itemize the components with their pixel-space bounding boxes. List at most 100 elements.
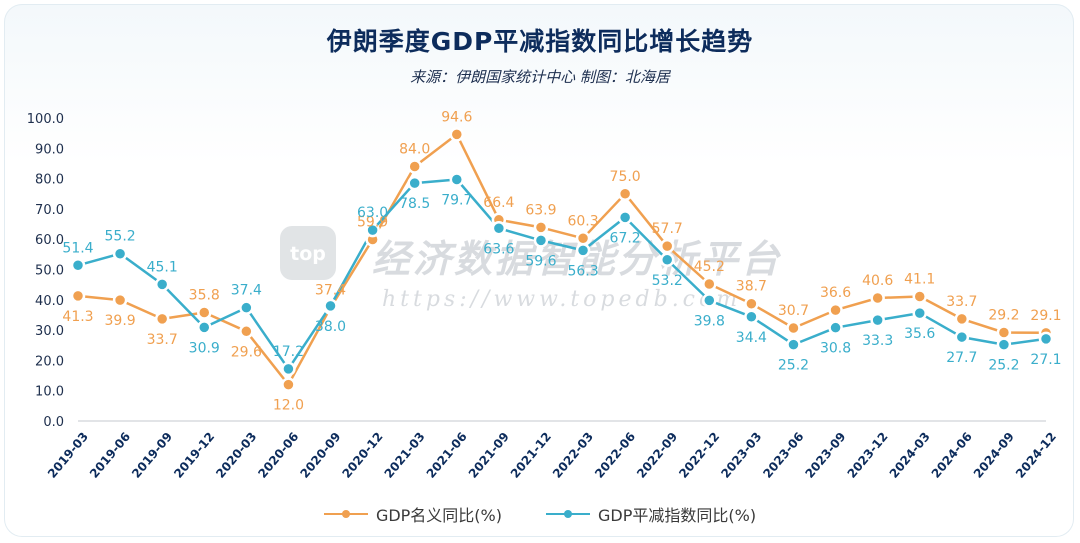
- data-label-0: 35.8: [189, 288, 220, 304]
- watermark-logo-text: top: [290, 243, 326, 265]
- data-label-0: 41.3: [62, 309, 93, 325]
- data-point-1: [533, 233, 549, 248]
- data-label-0: 57.7: [652, 221, 683, 237]
- legend-label-nominal: GDP名义同比(%): [375, 506, 502, 525]
- x-tick-label: 2022-09: [634, 430, 680, 481]
- data-point-0: [828, 302, 843, 318]
- data-label-0: 29.1: [1030, 308, 1061, 324]
- legend-swatch-deflator: [546, 507, 590, 521]
- x-tick-label: 2023-12: [845, 430, 891, 481]
- data-point-0: [996, 325, 1012, 340]
- data-label-0: 94.6: [441, 109, 472, 125]
- data-label-1: 27.7: [946, 350, 977, 366]
- data-point-0: [197, 305, 212, 320]
- data-point-1: [112, 246, 128, 261]
- data-label-1: 33.3: [862, 333, 893, 349]
- data-label-0: 33.7: [946, 294, 977, 310]
- data-point-0: [112, 292, 128, 308]
- data-point-1: [1038, 331, 1054, 347]
- y-tick-label: 30.0: [35, 324, 64, 339]
- data-label-0: 84.0: [399, 141, 430, 157]
- data-label-1: 25.2: [988, 358, 1019, 374]
- data-point-1: [954, 329, 970, 345]
- data-point-0: [912, 289, 927, 304]
- y-tick-label: 90.0: [35, 142, 64, 157]
- watermark-url: https://www.topedb.com: [382, 287, 741, 312]
- data-point-0: [281, 377, 296, 392]
- y-tick-label: 10.0: [35, 385, 64, 400]
- data-point-1: [996, 337, 1012, 352]
- y-tick-label: 40.0: [35, 294, 64, 309]
- x-tick-label: 2022-03: [550, 430, 596, 481]
- x-tick-label: 2023-09: [802, 430, 848, 481]
- data-point-1: [407, 175, 422, 191]
- data-point-0: [659, 238, 675, 254]
- data-point-0: [744, 296, 759, 311]
- data-point-1: [365, 222, 380, 238]
- y-tick-label: 80.0: [35, 173, 64, 188]
- data-point-1: [659, 252, 675, 268]
- x-tick-label: 2024-09: [971, 430, 1017, 481]
- data-label-0: 29.6: [231, 344, 262, 360]
- data-point-0: [617, 186, 633, 201]
- x-tick-label: 2020-06: [255, 430, 301, 481]
- data-label-0: 37.4: [315, 283, 346, 299]
- data-label-1: 67.2: [610, 230, 641, 246]
- x-tick-label: 2024-03: [887, 430, 933, 481]
- data-point-1: [239, 300, 254, 315]
- x-tick-label: 2020-12: [340, 430, 386, 481]
- data-point-1: [491, 221, 507, 236]
- data-label-1: 39.8: [694, 313, 725, 329]
- data-label-0: 59.9: [357, 215, 388, 231]
- data-label-0: 12.0: [273, 398, 304, 414]
- data-point-1: [744, 309, 759, 325]
- data-label-1: 79.7: [441, 193, 472, 209]
- data-label-0: 33.7: [147, 332, 178, 348]
- data-point-1: [323, 298, 338, 314]
- legend-item-deflator[interactable]: GDP平减指数同比(%): [546, 502, 756, 526]
- data-point-0: [870, 290, 885, 306]
- data-label-0: 45.2: [694, 259, 725, 275]
- data-point-0: [786, 320, 801, 336]
- x-tick-label: 2019-03: [45, 430, 91, 481]
- y-tick-label: 0.0: [43, 415, 64, 430]
- data-label-0: 38.7: [736, 279, 767, 295]
- data-label-1: 56.3: [567, 263, 598, 279]
- data-point-0: [575, 231, 591, 246]
- legend: GDP名义同比(%) GDP平减指数同比(%): [0, 502, 1080, 526]
- x-tick-label: 2020-09: [297, 430, 343, 481]
- x-tick-label: 2020-03: [213, 430, 259, 481]
- data-label-1: 78.5: [399, 196, 430, 212]
- legend-label-deflator: GDP平减指数同比(%): [598, 506, 757, 525]
- y-tick-label: 60.0: [35, 233, 64, 248]
- data-label-0: 63.9: [525, 202, 556, 218]
- data-label-1: 30.9: [189, 340, 220, 356]
- data-label-1: 17.2: [273, 344, 304, 360]
- data-label-1: 30.8: [820, 341, 851, 357]
- data-point-1: [828, 320, 843, 335]
- data-label-1: 34.4: [736, 330, 767, 346]
- watermark-name: 经济数据智能分析平台: [372, 237, 782, 281]
- data-point-1: [70, 258, 86, 273]
- x-tick-label: 2021-06: [424, 430, 470, 481]
- data-label-0: 41.1: [904, 271, 935, 287]
- data-point-1: [786, 337, 801, 352]
- x-tick-label: 2021-09: [466, 430, 512, 481]
- data-point-0: [954, 311, 970, 327]
- y-tick-label: 70.0: [35, 203, 64, 218]
- data-point-1: [197, 320, 212, 335]
- data-point-0: [154, 311, 170, 327]
- chart-subtitle: 来源：伊朗国家统计中心 制图：北海居: [410, 68, 670, 86]
- data-label-0: 30.7: [778, 303, 809, 319]
- data-label-0: 60.3: [567, 213, 598, 229]
- data-point-1: [154, 277, 170, 292]
- legend-swatch-nominal: [323, 507, 368, 521]
- data-point-1: [575, 243, 591, 258]
- x-tick-label: 2022-12: [676, 430, 722, 481]
- y-tick-label: 100.0: [27, 112, 64, 127]
- data-label-0: 36.6: [820, 285, 851, 301]
- data-label-0: 40.6: [862, 273, 893, 289]
- legend-item-nominal[interactable]: GDP名义同比(%): [323, 502, 502, 526]
- data-point-0: [239, 324, 254, 339]
- data-label-1: 63.0: [357, 205, 388, 221]
